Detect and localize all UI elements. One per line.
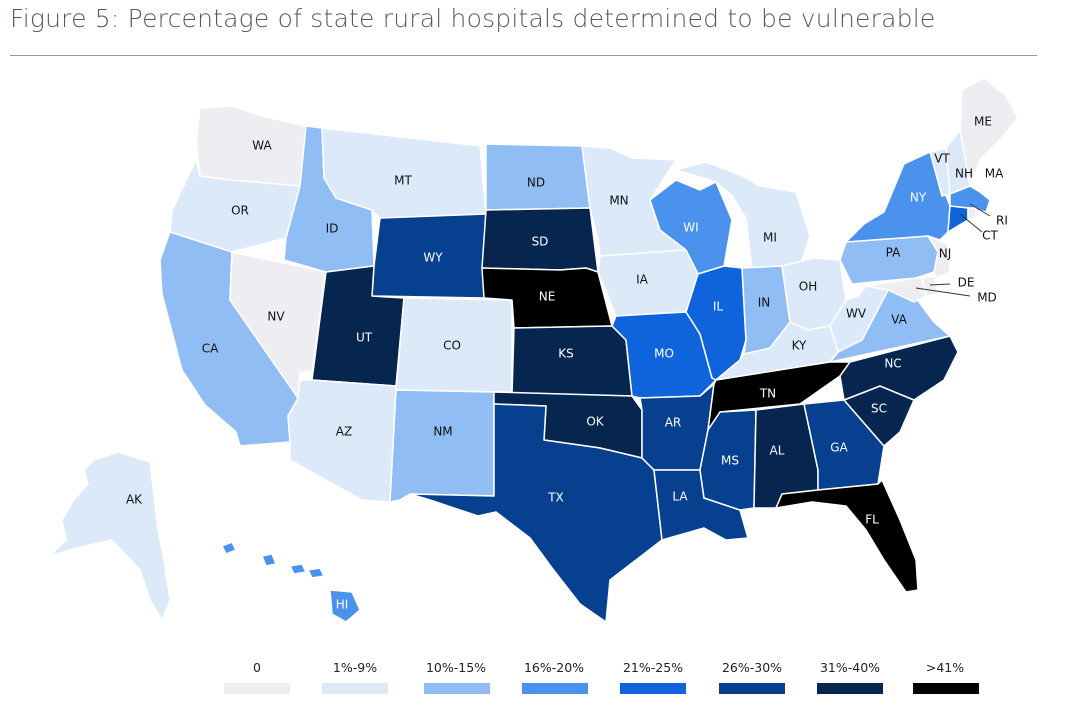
label-MO: MO (654, 347, 674, 361)
legend-swatch-3 (522, 683, 588, 694)
label-TX: TX (547, 491, 564, 505)
state-CT[interactable] (947, 205, 969, 233)
label-GA: GA (830, 441, 848, 455)
label-MD: MD (977, 291, 997, 305)
label-NC: NC (884, 357, 901, 371)
label-NV: NV (267, 310, 285, 324)
label-CT: CT (982, 229, 998, 243)
state-NC[interactable] (839, 335, 959, 401)
label-UT: UT (356, 331, 373, 345)
legend-swatch-7 (913, 683, 979, 694)
label-MS: MS (721, 454, 739, 468)
state-TX[interactable] (409, 403, 663, 623)
label-RI: RI (996, 214, 1008, 228)
label-WV: WV (846, 307, 867, 321)
label-NY: NY (910, 191, 927, 205)
legend-swatch-4 (620, 683, 686, 694)
label-AZ: AZ (336, 425, 352, 439)
label-VT: VT (934, 152, 950, 166)
label-DE: DE (958, 276, 975, 290)
label-PA: PA (886, 246, 901, 260)
label-WY: WY (423, 251, 443, 265)
state-NJ[interactable] (927, 235, 951, 279)
state-AZ[interactable] (287, 379, 397, 503)
legend-label-7: >41% (925, 660, 965, 675)
label-CA: CA (202, 342, 219, 356)
state-MS[interactable] (699, 409, 757, 511)
label-KS: KS (558, 347, 574, 361)
label-NJ: NJ (939, 247, 952, 261)
label-NM: NM (433, 425, 452, 439)
label-WA: WA (252, 139, 272, 153)
legend-swatch-5 (719, 683, 785, 694)
legend-label-4: 21%-25% (622, 660, 684, 675)
state-PA[interactable] (839, 235, 939, 285)
legend-label-3: 16%-20% (523, 660, 585, 675)
state-MT[interactable] (321, 127, 487, 219)
state-labels: WA OR CA NV ID MT WY UT CO AZ NM ND SD N… (126, 115, 1008, 612)
label-MI: MI (763, 231, 777, 245)
legend-label-0: 0 (253, 660, 261, 675)
state-MD[interactable] (865, 277, 927, 303)
figure-title: Figure 5: Percentage of state rural hosp… (10, 4, 936, 33)
legend-label-2: 10%-15% (425, 660, 487, 675)
label-VA: VA (891, 313, 907, 327)
label-ME: ME (974, 115, 992, 129)
label-SD: SD (532, 235, 549, 249)
legend-label-1: 1%-9% (332, 660, 378, 675)
label-IL: IL (713, 300, 724, 314)
state-MI[interactable] (675, 161, 811, 271)
label-FL: FL (865, 513, 879, 527)
label-OK: OK (586, 415, 604, 429)
state-KS[interactable] (511, 325, 633, 397)
label-AR: AR (665, 416, 682, 430)
label-MT: MT (394, 174, 412, 188)
label-ID: ID (326, 222, 339, 236)
label-SC: SC (871, 402, 887, 416)
state-HI[interactable] (221, 541, 361, 623)
label-ND: ND (527, 176, 545, 190)
label-CO: CO (443, 339, 461, 353)
label-NH: NH (955, 167, 973, 181)
legend-swatch-2 (424, 683, 490, 694)
label-MA: MA (985, 167, 1004, 181)
legend-label-5: 26%-30% (721, 660, 783, 675)
legend-swatch-1 (322, 683, 388, 694)
label-AL: AL (770, 444, 785, 458)
label-KY: KY (792, 339, 807, 353)
state-WI[interactable] (649, 179, 733, 275)
title-divider (10, 55, 1037, 56)
label-IN: IN (758, 296, 771, 310)
state-AK[interactable] (49, 451, 171, 621)
state-ME[interactable] (959, 77, 1019, 187)
label-TN: TN (759, 387, 776, 401)
legend-swatch-0 (224, 683, 290, 694)
legend-swatch-6 (817, 683, 883, 694)
label-WI: WI (683, 221, 698, 235)
state-WA[interactable] (195, 105, 307, 187)
label-HI: HI (336, 598, 349, 612)
state-WY[interactable] (371, 213, 487, 299)
label-OR: OR (231, 204, 249, 218)
state-RI[interactable] (967, 207, 977, 221)
label-IA: IA (636, 273, 649, 287)
label-OH: OH (799, 280, 817, 294)
state-IA[interactable] (597, 249, 699, 317)
state-NM[interactable] (389, 389, 495, 503)
legend-label-6: 31%-40% (819, 660, 881, 675)
label-NE: NE (539, 290, 556, 304)
label-MN: MN (609, 194, 628, 208)
label-LA: LA (672, 490, 688, 504)
leader-lines (915, 203, 991, 297)
label-AK: AK (126, 493, 143, 507)
state-FL[interactable] (775, 479, 919, 593)
